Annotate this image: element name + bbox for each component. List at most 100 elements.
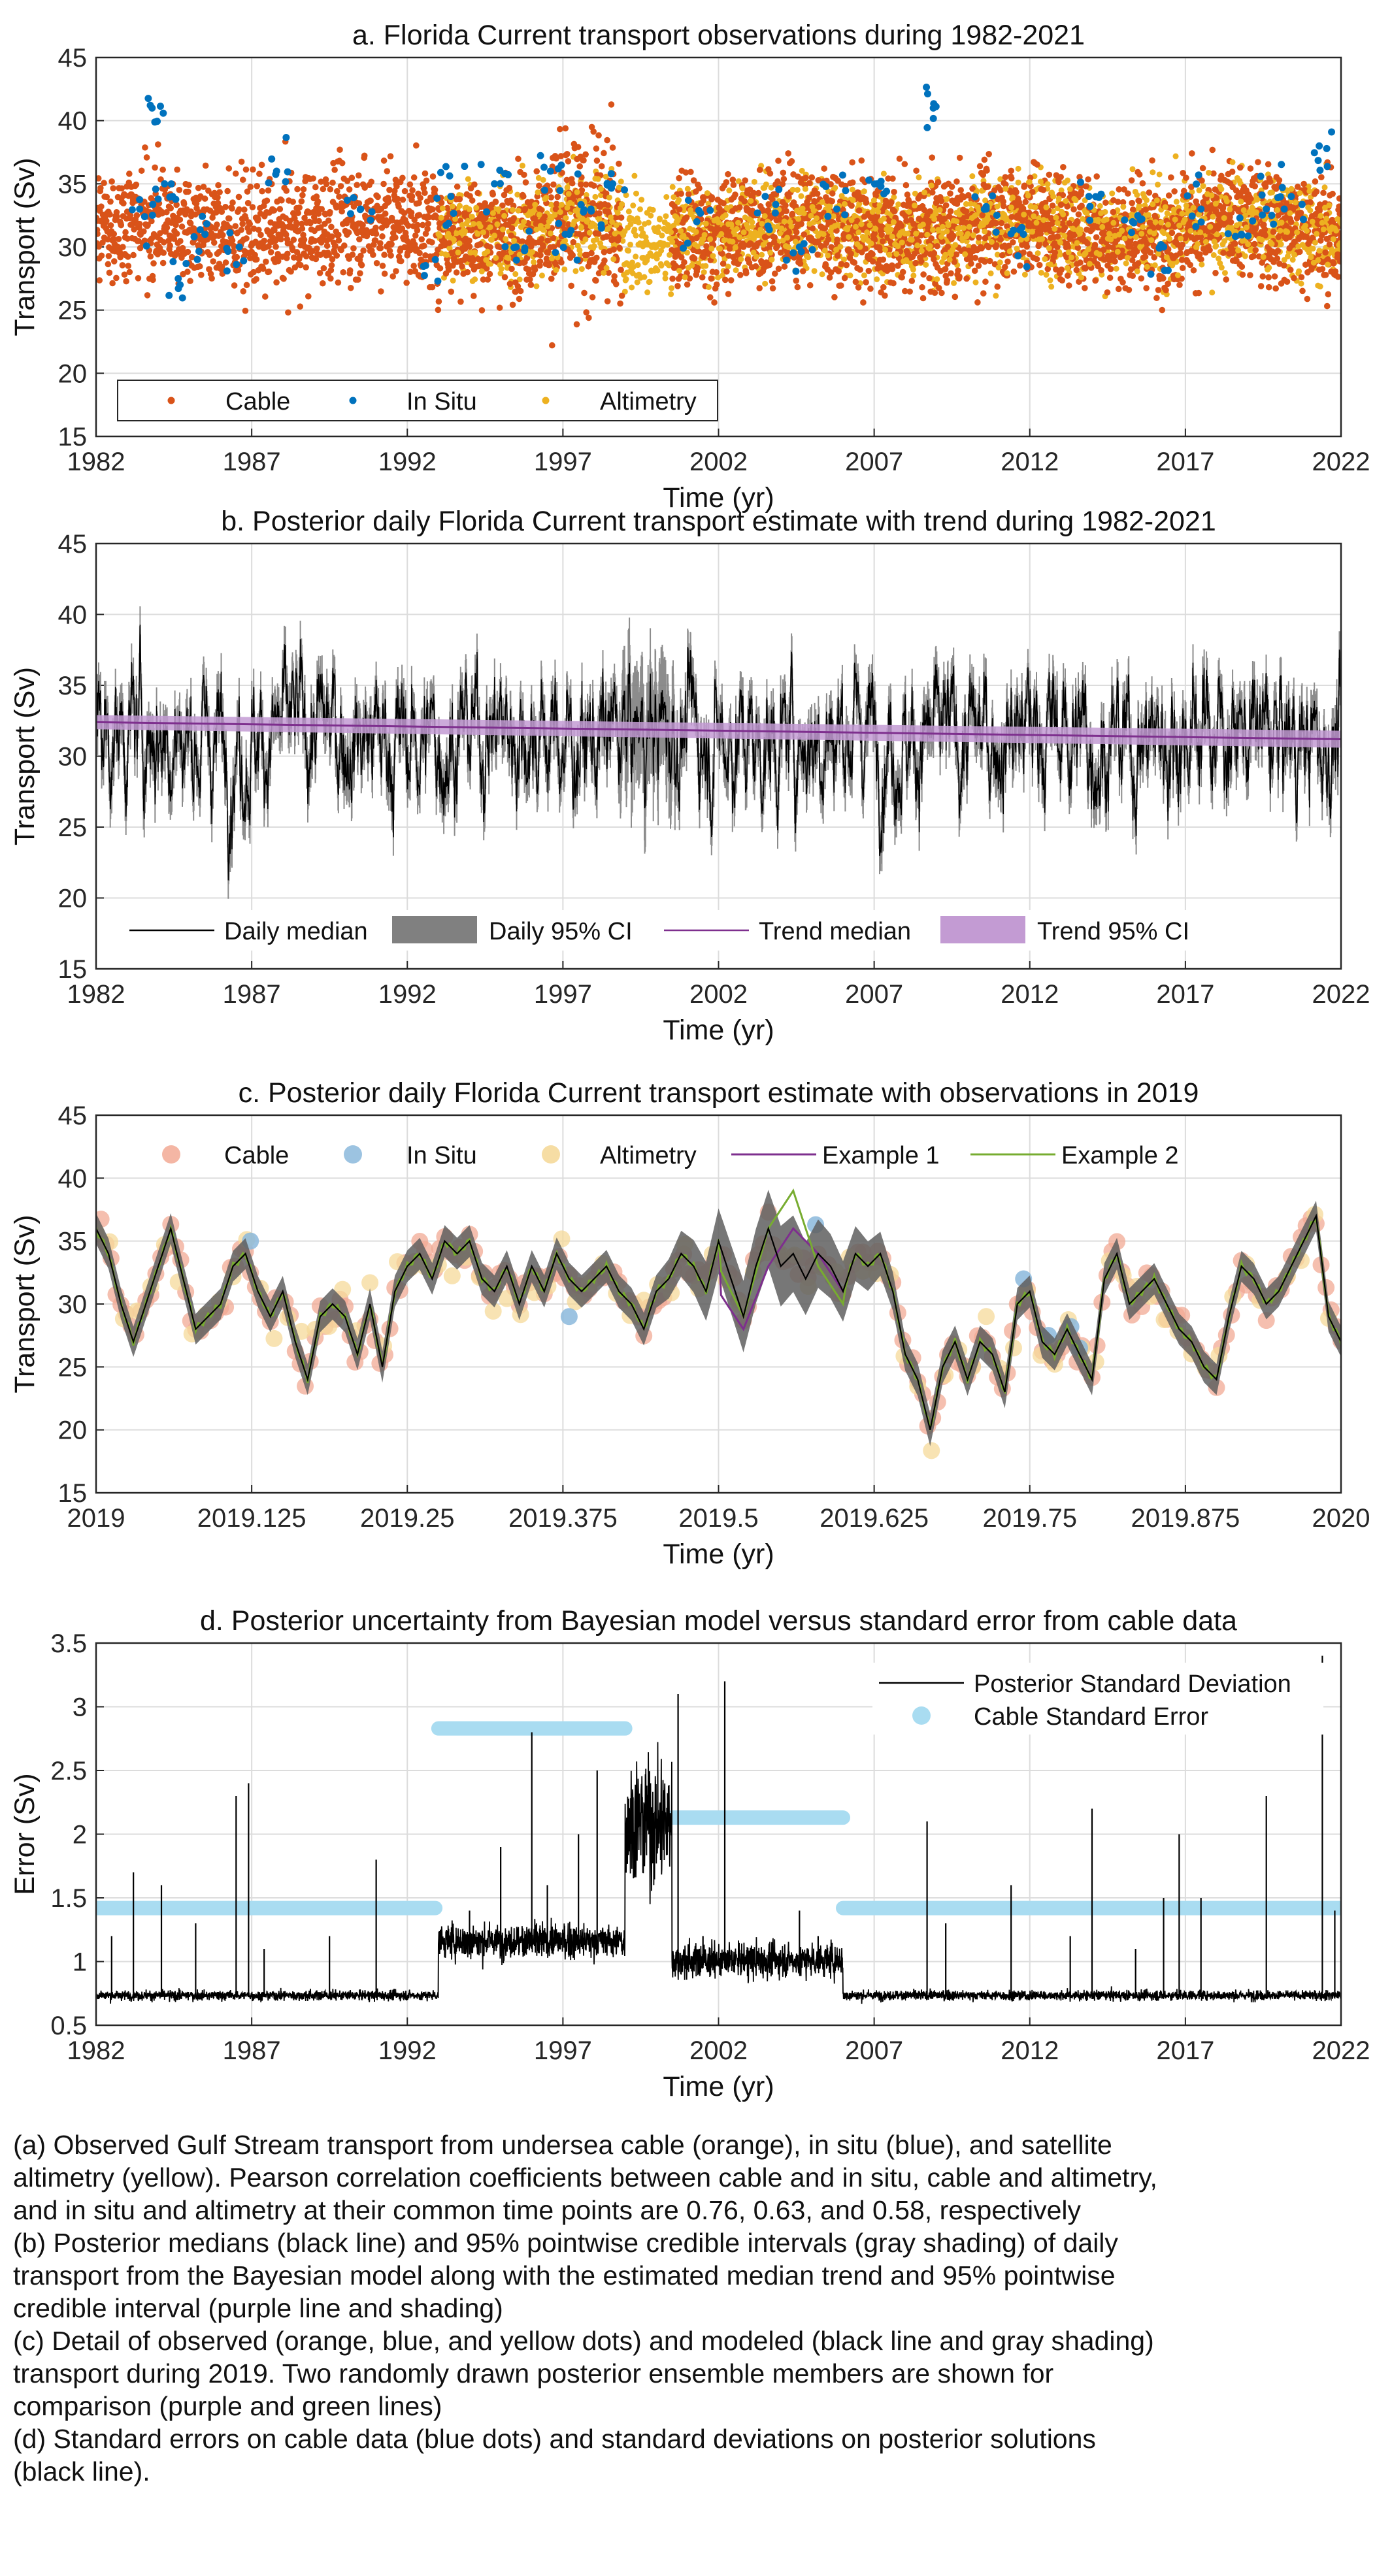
cable-point (469, 197, 476, 204)
cable-point (1189, 150, 1195, 157)
cable-point (377, 240, 384, 247)
cable-point (121, 271, 128, 278)
cable-point (771, 234, 778, 241)
cable-point (937, 267, 944, 274)
cable-point (971, 267, 978, 274)
cable-point (694, 265, 701, 272)
cable-point (253, 256, 260, 263)
cable-point (414, 227, 421, 234)
cable-point (157, 230, 163, 236)
cable-point (905, 198, 912, 204)
cable-point (1129, 199, 1135, 206)
cable-point (329, 233, 335, 240)
cable-point (446, 240, 452, 246)
cable-point (220, 231, 226, 238)
cable-point (305, 293, 312, 300)
cable-point (1199, 177, 1205, 184)
cable-point (615, 234, 622, 241)
cable-point (382, 210, 389, 217)
cable-point (508, 225, 516, 232)
cable-point (742, 270, 750, 276)
cable-point (798, 221, 804, 227)
cable-point (1159, 306, 1166, 314)
altimetry-point (1047, 277, 1053, 284)
cable-point (214, 194, 221, 201)
cable-point (103, 218, 110, 224)
cable-point (1084, 240, 1091, 247)
cable-point (756, 167, 763, 173)
cable-point (1236, 252, 1242, 259)
cable-point (1259, 273, 1267, 280)
altimetry-point (663, 193, 670, 200)
cable-point (952, 293, 959, 301)
cable-point (499, 202, 506, 209)
cable-point (719, 250, 725, 257)
cable-point (1070, 206, 1077, 213)
altimetry-point (1065, 177, 1071, 184)
cable-point (831, 294, 838, 301)
cable-point (519, 238, 526, 245)
altimetry-point (1310, 245, 1316, 252)
cable-point (318, 239, 325, 246)
cable-point (431, 186, 439, 193)
cable-point (1274, 248, 1282, 254)
cable-point (195, 184, 202, 191)
cable-point (117, 253, 124, 261)
cable-point (771, 270, 778, 277)
cable-point (218, 208, 225, 216)
cable-point (982, 235, 989, 242)
cable-point (994, 284, 1001, 290)
cable-point (515, 155, 522, 162)
altimetry-point (715, 274, 721, 281)
cable-point (422, 189, 428, 197)
cable-point (723, 268, 730, 275)
cable-point (797, 260, 804, 267)
y-tick-label: 35 (58, 170, 88, 199)
cable-point (231, 242, 237, 250)
altimetry-point (751, 236, 757, 242)
cable-point (357, 270, 363, 277)
cable-point (814, 238, 821, 245)
cable-point (259, 265, 267, 272)
cable-point (437, 265, 444, 272)
cable-point (457, 298, 464, 305)
cable-point (141, 237, 148, 244)
cable-point (471, 293, 477, 299)
cable-point (815, 176, 822, 184)
cable-point (682, 169, 689, 176)
cable-point (167, 242, 173, 249)
cable-point (775, 157, 782, 164)
cable-point (703, 243, 710, 250)
cable-point (348, 174, 356, 182)
cable-point (536, 182, 542, 189)
cable-point (931, 256, 937, 263)
altimetry-point (603, 173, 609, 180)
cable-point (516, 295, 523, 302)
cable-point (1261, 221, 1267, 228)
cable-point (580, 157, 587, 164)
altimetry-point (446, 245, 453, 252)
cable-point (1001, 263, 1008, 270)
cable-point (742, 177, 748, 184)
cable-point (299, 220, 305, 227)
cable-point (574, 144, 582, 150)
cable-point (563, 176, 571, 184)
cable-point (1075, 211, 1082, 218)
altimetry-point (664, 242, 671, 248)
cable-point (834, 252, 841, 259)
cable-point (159, 259, 167, 267)
cable-point (906, 288, 913, 295)
y-tick-label: 20 (58, 359, 88, 388)
cable-point (997, 236, 1004, 243)
cable-point (1251, 183, 1259, 189)
altimetry-point (811, 268, 818, 274)
cable-point (610, 246, 617, 253)
cable-point (147, 253, 154, 260)
cable-point (593, 145, 600, 152)
cable-point (979, 212, 986, 219)
cable-point (862, 245, 869, 252)
cable-point (1153, 295, 1160, 301)
cable-point (1004, 223, 1010, 230)
cable-point (246, 255, 254, 261)
cable-point (1073, 267, 1080, 274)
